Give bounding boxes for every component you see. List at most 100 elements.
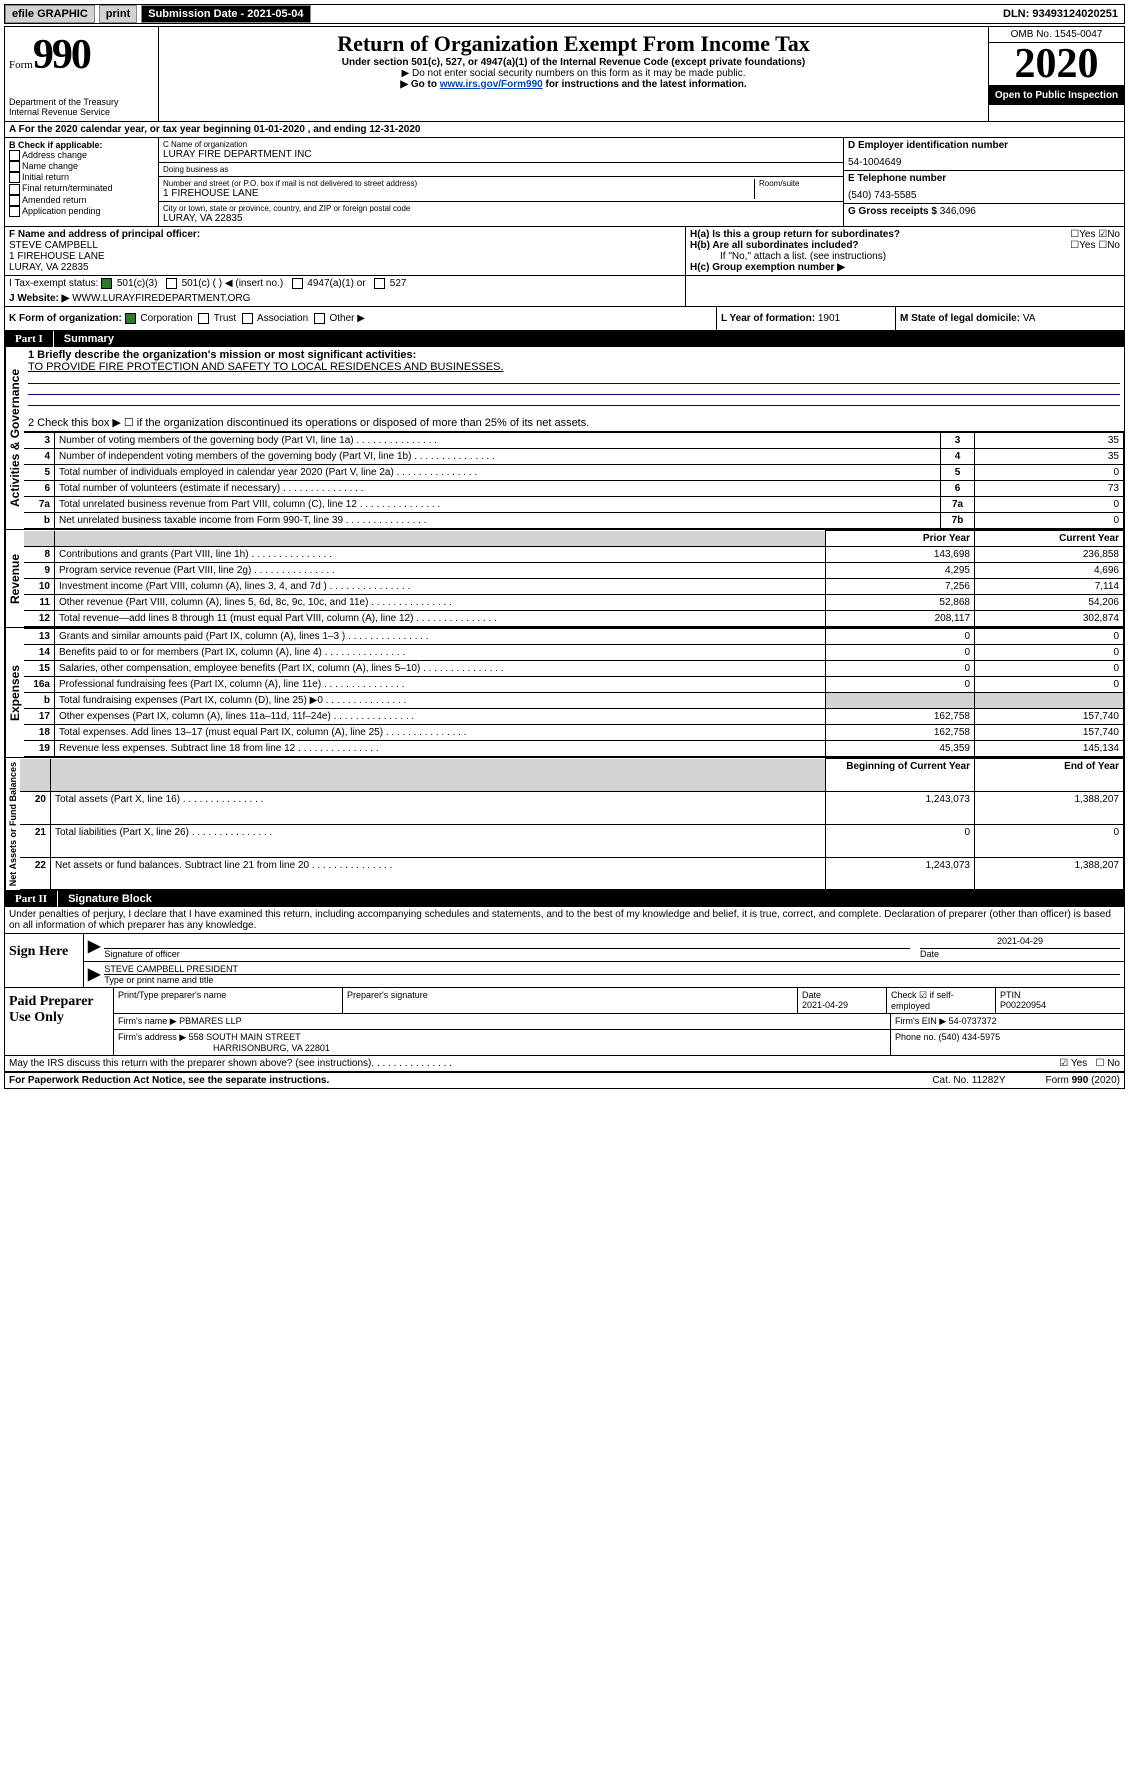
- phone-lab: E Telephone number: [848, 173, 1120, 184]
- hb: H(b) Are all subordinates included?: [690, 240, 859, 251]
- ph1: Print/Type preparer's name: [114, 988, 343, 1013]
- pein: 54-0737372: [949, 1016, 997, 1026]
- ck-name[interactable]: Name change: [22, 161, 78, 171]
- l1b: TO PROVIDE FIRE PROTECTION AND SAFETY TO…: [28, 361, 1120, 373]
- form-sub1: Under section 501(c), 527, or 4947(a)(1)…: [163, 57, 984, 68]
- i-4947: 4947(a)(1) or: [307, 278, 365, 289]
- top-bar: efile GRAPHIC print Submission Date - 20…: [4, 4, 1125, 24]
- l1a: 1 Briefly describe the organization's mi…: [28, 349, 416, 361]
- name-lab: Type or print name and title: [104, 975, 213, 985]
- side-net: Net Assets or Fund Balances: [5, 758, 20, 890]
- efile-btn[interactable]: efile GRAPHIC: [5, 5, 95, 23]
- i-501c3: 501(c)(3): [117, 278, 158, 289]
- col-d: D Employer identification number54-10046…: [844, 138, 1124, 226]
- part2-title: Signature Block: [58, 891, 162, 907]
- ph3: Date: [802, 990, 821, 1000]
- l2: 2 Check this box ▶ ☐ if the organization…: [28, 416, 1120, 429]
- k-corp: Corporation: [140, 313, 192, 324]
- form-title: Return of Organization Exempt From Incom…: [163, 31, 984, 57]
- sign-name: STEVE CAMPBELL PRESIDENT: [104, 964, 1120, 975]
- ph2: Preparer's signature: [343, 988, 798, 1013]
- k-lab: K Form of organization:: [9, 313, 122, 324]
- phone: (540) 743-5585: [848, 190, 1120, 201]
- pein-lab: Firm's EIN ▶: [895, 1016, 949, 1026]
- side-exp: Expenses: [5, 628, 24, 757]
- dba-lab: Doing business as: [163, 165, 839, 174]
- form990-link[interactable]: www.irs.gov/Form990: [440, 79, 543, 90]
- f-name: STEVE CAMPBELL: [9, 240, 681, 251]
- col-c: C Name of organizationLURAY FIRE DEPARTM…: [159, 138, 844, 226]
- website: WWW.LURAYFIREDEPARTMENT.ORG: [72, 293, 250, 304]
- ck-app[interactable]: Application pending: [22, 206, 101, 216]
- tax-year: 2020: [989, 43, 1124, 86]
- footer-form: Form 990 (2020): [1046, 1075, 1120, 1086]
- pdate: 2021-04-29: [802, 1000, 848, 1010]
- city: LURAY, VA 22835: [163, 213, 839, 224]
- k-other: Other ▶: [329, 313, 364, 324]
- dept-1: Department of the Treasury: [9, 97, 154, 107]
- date-lab: Date: [920, 949, 939, 959]
- sig-lab: Signature of officer: [104, 949, 179, 959]
- form-sub2: ▶ Do not enter social security numbers o…: [163, 68, 984, 79]
- f-addr2: LURAY, VA 22835: [9, 262, 681, 273]
- open-public: Open to Public Inspection: [989, 86, 1124, 105]
- i-501c: 501(c) ( ) ◀ (insert no.): [182, 278, 284, 289]
- ck-amend[interactable]: Amended return: [22, 195, 87, 205]
- k-assoc: Association: [257, 313, 308, 324]
- perjury: Under penalties of perjury, I declare th…: [5, 907, 1124, 933]
- part2-head: Part II Signature Block: [5, 891, 1124, 907]
- rev-table: Prior YearCurrent Year8Contributions and…: [24, 530, 1124, 627]
- form-word: Form: [9, 59, 33, 71]
- firm: PBMARES LLP: [179, 1016, 242, 1026]
- ph5: PTIN: [1000, 990, 1021, 1000]
- f-addr1: 1 FIREHOUSE LANE: [9, 251, 681, 262]
- sign-label: Sign Here: [5, 934, 84, 987]
- l-val: 1901: [818, 313, 840, 324]
- ph4: Check ☑ if self-employed: [887, 988, 996, 1013]
- org-name: LURAY FIRE DEPARTMENT INC: [163, 149, 839, 160]
- room-lab: Room/suite: [759, 179, 839, 188]
- ein: 54-1004649: [848, 157, 1120, 168]
- footer-notice: For Paperwork Reduction Act Notice, see …: [9, 1075, 329, 1086]
- part1-num: Part I: [5, 331, 54, 347]
- i-527: 527: [390, 278, 407, 289]
- col-b: B Check if applicable: Address change Na…: [5, 138, 159, 226]
- m-lab: M State of legal domicile:: [900, 313, 1023, 324]
- footer-cat: Cat. No. 11282Y: [932, 1075, 1005, 1086]
- footer-q: May the IRS discuss this return with the…: [9, 1058, 371, 1069]
- f-lab: F Name and address of principal officer:: [9, 229, 200, 240]
- k-trust: Trust: [214, 313, 236, 324]
- footer-yn: ☑ Yes ☐ No: [1059, 1058, 1120, 1069]
- gross: 346,096: [940, 206, 976, 217]
- dept-2: Internal Revenue Service: [9, 107, 154, 117]
- exp-table: 13Grants and similar amounts paid (Part …: [24, 628, 1124, 757]
- side-rev: Revenue: [5, 530, 24, 627]
- i-lab: I Tax-exempt status:: [9, 278, 98, 289]
- pphone: (540) 434-5975: [939, 1032, 1001, 1042]
- paddr1: 558 SOUTH MAIN STREET: [189, 1032, 301, 1042]
- j-lab: J Website: ▶: [9, 293, 72, 304]
- pphone-lab: Phone no.: [895, 1032, 939, 1042]
- paddr2: HARRISONBURG, VA 22801: [213, 1043, 330, 1053]
- part1-head: Part I Summary: [5, 331, 1124, 347]
- dln: DLN: 93493124020251: [997, 6, 1124, 22]
- m-val: VA: [1023, 313, 1036, 324]
- side-gov: Activities & Governance: [5, 347, 24, 529]
- gross-lab: G Gross receipts $: [848, 206, 940, 217]
- l-lab: L Year of formation:: [721, 313, 818, 324]
- row-a: A For the 2020 calendar year, or tax yea…: [5, 122, 1124, 138]
- ck-init[interactable]: Initial return: [22, 172, 69, 182]
- hb-note: If "No," attach a list. (see instruction…: [690, 251, 1120, 262]
- ck-final[interactable]: Final return/terminated: [22, 183, 113, 193]
- name-lab: C Name of organization: [163, 140, 839, 149]
- paddr-lab: Firm's address ▶: [118, 1032, 189, 1042]
- sign-date: 2021-04-29: [920, 936, 1120, 949]
- print-btn[interactable]: print: [99, 5, 137, 23]
- addr-lab: Number and street (or P.O. box if mail i…: [163, 179, 754, 188]
- ha: H(a) Is this a group return for subordin…: [690, 229, 900, 240]
- form-number: 990: [33, 32, 90, 78]
- paid-label: Paid Preparer Use Only: [5, 988, 114, 1055]
- hc: H(c) Group exemption number ▶: [690, 262, 845, 273]
- sub3b: for instructions and the latest informat…: [543, 79, 747, 90]
- ck-addr[interactable]: Address change: [22, 150, 87, 160]
